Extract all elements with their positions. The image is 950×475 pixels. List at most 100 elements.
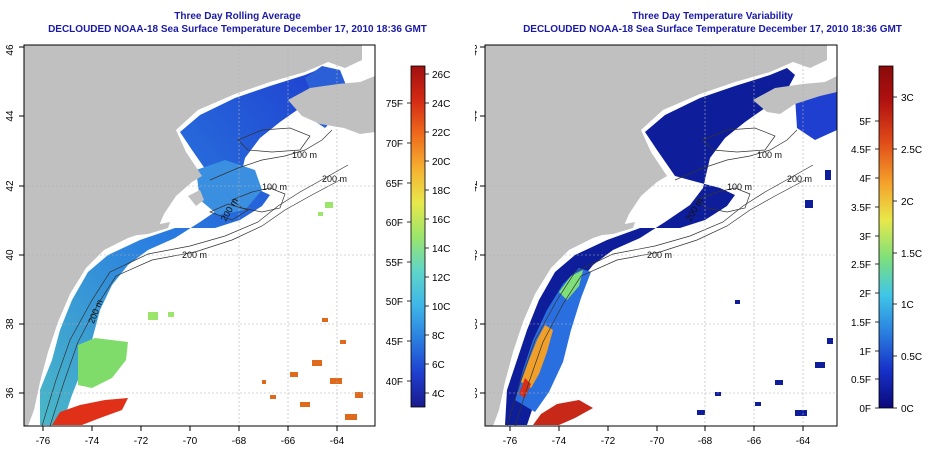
contour-label: 200 m [322,174,347,184]
cbar-c-label: 6C [432,360,445,371]
lon-label: -68 [698,436,713,447]
lon-label: -70 [183,436,198,447]
cbar-c-label: 0C [901,404,914,415]
lat-label: 36 [475,387,480,399]
colorbar-f-ticks [407,102,411,382]
lon-label: -68 [232,436,247,447]
cbar-f-label: 3.5F [851,203,871,214]
colorbar-c-labels: 26C 24C 22C 20C 18C 16C 14C 12C 10C 8C 6… [432,70,450,400]
cbar-c-label: 0.5C [901,352,922,363]
bathymetry-contours [506,127,814,426]
long-island-land [593,222,635,236]
cbar-f-label: 40F [386,377,403,388]
cbar-f-label: 60F [386,218,403,229]
colorbar-c-ticks [893,96,897,409]
cbar-f-label: 75F [386,99,403,110]
long-island-land [128,222,170,236]
variability-colorbar [878,65,894,409]
cbar-f-label: 55F [386,258,403,269]
cbar-f-label: 0.5F [851,375,871,386]
lon-ticks [509,426,804,431]
cbar-c-label: 22C [432,128,450,139]
cbar-c-label: 3C [901,93,914,104]
contour-label: 200 m [182,250,207,260]
variability-map-svg: 100 m 100 m 200 m 200 m 200 m -76 -74 -7… [475,44,922,447]
variability-subtitle: DECLOUDED NOAA-18 Sea Surface Temperatur… [523,24,902,35]
lat-label: 40 [475,249,480,261]
cbar-c-label: 16C [432,215,450,226]
cbar-f-label: 4.5F [851,145,871,156]
colorbar-f-ticks [875,120,879,409]
cbar-c-label: 8C [432,331,445,342]
graticule [24,45,375,426]
lon-label: -72 [134,436,149,447]
lat-tick-labels: 36 38 40 42 44 46 [5,44,16,399]
lon-label: -74 [85,436,100,447]
colorbar-f-labels: 5F 4.5F 4F 3.5F 3F 2.5F 2F 1.5F 1F 0.5F … [851,117,871,415]
lon-ticks [42,426,338,431]
lat-label: 38 [5,318,16,330]
cbar-f-label: 5F [859,117,871,128]
lat-label: 42 [5,180,16,192]
lon-label: -66 [747,436,762,447]
average-panel: Three Day Rolling Average DECLOUDED NOAA… [5,11,450,447]
coastal-warm-variability [521,325,553,388]
lon-tick-labels: -76 -74 -72 -70 -68 -66 -64 [503,436,811,447]
lat-label: 46 [475,44,480,56]
lon-label: -66 [281,436,296,447]
cbar-f-label: 2.5F [851,260,871,271]
cbar-f-label: 50F [386,297,403,308]
lat-ticks [19,46,24,394]
cbar-c-label: 14C [432,244,450,255]
lon-tick-labels: -76 -74 -72 -70 -68 -66 -64 [36,436,345,447]
map-frame [23,44,376,427]
contour-label: 100 m [292,150,317,160]
lat-label: 44 [5,110,16,122]
cbar-c-label: 4C [432,389,445,400]
cbar-c-label: 26C [432,70,450,81]
cbar-f-label: 1F [859,347,871,358]
gulf-of-maine-blob [196,160,262,215]
contour-label: 200 m [647,250,672,260]
lon-label: -72 [601,436,616,447]
cbar-c-label: 10C [432,302,450,313]
gulf-stream-variability [533,400,593,425]
variability-title: Three Day Temperature Variability [632,11,793,22]
midshelf-green-variability [559,270,583,300]
cbar-f-label: 1.5F [851,318,871,329]
lat-label: 42 [475,180,480,192]
cbar-c-label: 1C [901,300,914,311]
lon-label: -74 [552,436,567,447]
coastal-warm-patch [78,338,128,388]
map-frame [484,44,838,427]
cbar-f-label: 2F [859,289,871,300]
contour-label: 100 m [262,182,287,192]
offshore-variability-pixels [697,170,833,416]
cbar-f-label: 3F [859,232,871,243]
lon-label: -64 [330,436,345,447]
contour-label: 100 m [727,182,752,192]
bathymetry-contours [41,127,349,426]
cbar-c-label: 12C [432,273,450,284]
cape-cod-land [188,190,204,206]
cbar-c-label: 24C [432,99,450,110]
gulf-stream-warm-patch [52,398,128,425]
colorbar-c-labels: 3C 2.5C 2C 1.5C 1C 0.5C 0C [901,93,922,415]
cbar-f-label: 70F [386,139,403,150]
variability-panel: Three Day Temperature Variability DECLOU… [475,0,950,475]
colorbar-c-ticks [425,73,429,394]
contour-label: 100 m [757,150,782,160]
lat-ticks [480,46,485,394]
lon-label: -64 [796,436,811,447]
graticule [485,45,837,426]
cbar-f-label: 4F [859,174,871,185]
cbar-c-label: 2.5C [901,145,922,156]
cbar-f-label: 45F [386,337,403,348]
north-american-land [24,45,362,426]
lat-label: 40 [5,249,16,261]
cbar-c-label: 18C [432,186,450,197]
north-american-land [485,45,827,426]
nova-scotia-land [288,76,375,134]
cbar-c-label: 2C [901,197,914,208]
average-subtitle: DECLOUDED NOAA-18 Sea Surface Temperatur… [48,24,427,35]
